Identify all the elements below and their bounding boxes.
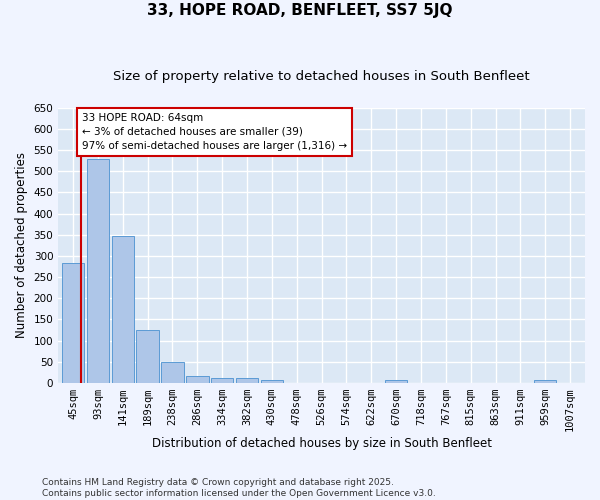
Bar [236,378,258,383]
Text: Contains HM Land Registry data © Crown copyright and database right 2025.
Contai: Contains HM Land Registry data © Crown c… [42,478,436,498]
X-axis label: Distribution of detached houses by size in South Benfleet: Distribution of detached houses by size … [152,437,491,450]
Bar [112,236,134,383]
Bar [186,376,209,383]
Title: Size of property relative to detached houses in South Benfleet: Size of property relative to detached ho… [113,70,530,83]
Bar [260,380,283,383]
Bar [211,378,233,383]
Y-axis label: Number of detached properties: Number of detached properties [15,152,28,338]
Text: 33, HOPE ROAD, BENFLEET, SS7 5JQ: 33, HOPE ROAD, BENFLEET, SS7 5JQ [147,2,453,18]
Bar [62,263,84,383]
Bar [87,158,109,383]
Bar [161,362,184,383]
Bar [534,380,556,383]
Bar [385,380,407,383]
Text: 33 HOPE ROAD: 64sqm
← 3% of detached houses are smaller (39)
97% of semi-detache: 33 HOPE ROAD: 64sqm ← 3% of detached hou… [82,113,347,151]
Bar [136,330,159,383]
